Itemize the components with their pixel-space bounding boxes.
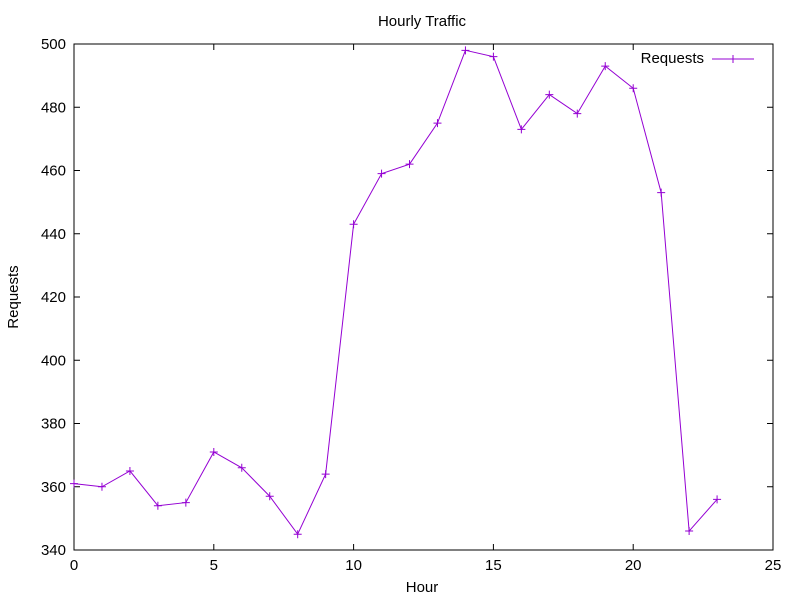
y-tick-label: 460	[41, 163, 66, 180]
data-point	[489, 52, 498, 61]
data-point	[349, 220, 358, 229]
data-point	[601, 62, 610, 71]
data-point	[517, 125, 526, 134]
x-tick-label: 20	[625, 557, 642, 574]
data-point	[629, 84, 638, 93]
data-point	[713, 495, 722, 504]
data-point	[461, 46, 470, 55]
data-point	[70, 479, 78, 488]
x-tick-label: 10	[345, 557, 362, 574]
y-tick-label: 400	[41, 352, 66, 369]
data-point	[125, 466, 134, 475]
data-point	[405, 160, 414, 169]
chart-title: Hourly Traffic	[378, 13, 467, 30]
x-tick-label: 5	[210, 557, 218, 574]
data-point	[153, 501, 162, 510]
data-point	[293, 530, 302, 539]
y-tick-label: 480	[41, 99, 66, 116]
data-point	[657, 188, 666, 197]
data-point	[545, 90, 554, 99]
y-tick-label: 440	[41, 226, 66, 243]
data-point	[321, 470, 330, 479]
series-line-requests	[73, 49, 718, 536]
data-point	[573, 109, 582, 118]
y-axis-title: Requests	[5, 265, 22, 328]
y-tick-label: 500	[41, 36, 66, 53]
y-tick-label: 380	[41, 416, 66, 433]
y-tick-label: 360	[41, 479, 66, 496]
data-point	[265, 492, 274, 501]
y-axis: 340 360 380 400 420 440 460 480 500	[41, 36, 773, 559]
data-point	[97, 482, 106, 491]
data-point	[433, 119, 442, 128]
data-point	[181, 498, 190, 507]
legend: Requests	[641, 50, 754, 67]
series-layer	[70, 46, 722, 539]
x-axis-title: Hour	[406, 579, 439, 596]
x-tick-label: 0	[70, 557, 78, 574]
y-tick-label: 340	[41, 542, 66, 559]
legend-label-requests: Requests	[641, 50, 704, 67]
data-point	[237, 463, 246, 472]
data-point	[209, 447, 218, 456]
legend-marker-requests	[729, 55, 737, 63]
data-point	[377, 169, 386, 178]
x-tick-label: 15	[485, 557, 502, 574]
plot-frame	[73, 43, 774, 551]
x-tick-label: 25	[765, 557, 782, 574]
x-axis: 0 5 10 15 20 25	[70, 44, 782, 574]
y-tick-label: 420	[41, 289, 66, 306]
data-point	[685, 527, 694, 536]
